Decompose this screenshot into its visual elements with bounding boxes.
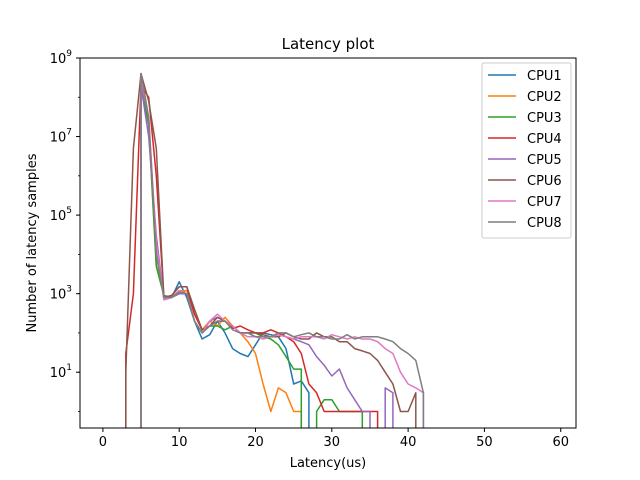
legend-label: CPU8: [527, 216, 562, 231]
legend: CPU1 CPU2 CPU3 CPU4 CPU5 CPU6 CPU7 CPU8: [481, 62, 572, 239]
plot-frame: [79, 57, 577, 429]
y-tick-base: 10: [50, 131, 67, 146]
y-tick-exponent: 3: [66, 285, 72, 295]
x-tick-label: 30: [324, 435, 341, 450]
legend-box: [481, 62, 572, 239]
y-tick-base: 10: [50, 209, 67, 224]
legend-label: CPU4: [527, 132, 562, 147]
y-tick-base: 10: [50, 366, 67, 381]
y-tick-label: 107: [50, 128, 72, 146]
x-tick-label: 10: [171, 435, 188, 450]
x-axis-label: Latency(us): [290, 456, 367, 471]
y-axis-label: Number of latency samples: [25, 153, 40, 332]
y-tick-base: 10: [50, 52, 67, 67]
legend-label: CPU6: [527, 174, 562, 189]
legend-label: CPU7: [527, 195, 562, 210]
y-tick-label: 109: [50, 49, 73, 67]
y-tick-base: 10: [50, 288, 67, 303]
x-tick-label: 50: [476, 435, 493, 450]
legend-label: CPU2: [527, 90, 562, 105]
x-axis: 0 10 20 30 40 50 60: [99, 428, 569, 450]
x-tick-label: 0: [99, 435, 107, 450]
legend-label: CPU3: [527, 111, 562, 126]
y-tick-label: 105: [50, 206, 72, 224]
series-layer: [125, 72, 425, 428]
x-tick-label: 60: [552, 435, 569, 450]
legend-label: CPU5: [527, 153, 562, 168]
y-tick-exponent: 5: [66, 206, 72, 216]
y-tick-exponent: 7: [66, 128, 72, 138]
y-tick-label: 103: [50, 285, 72, 303]
y-tick-label: 101: [50, 363, 72, 381]
x-tick-label: 20: [247, 435, 264, 450]
x-tick-label: 40: [400, 435, 417, 450]
chart-title: Latency plot: [282, 35, 375, 53]
legend-label: CPU1: [527, 69, 562, 84]
y-tick-exponent: 9: [66, 49, 72, 59]
series-line-cpu8: [140, 72, 425, 428]
y-tick-exponent: 1: [66, 363, 72, 373]
